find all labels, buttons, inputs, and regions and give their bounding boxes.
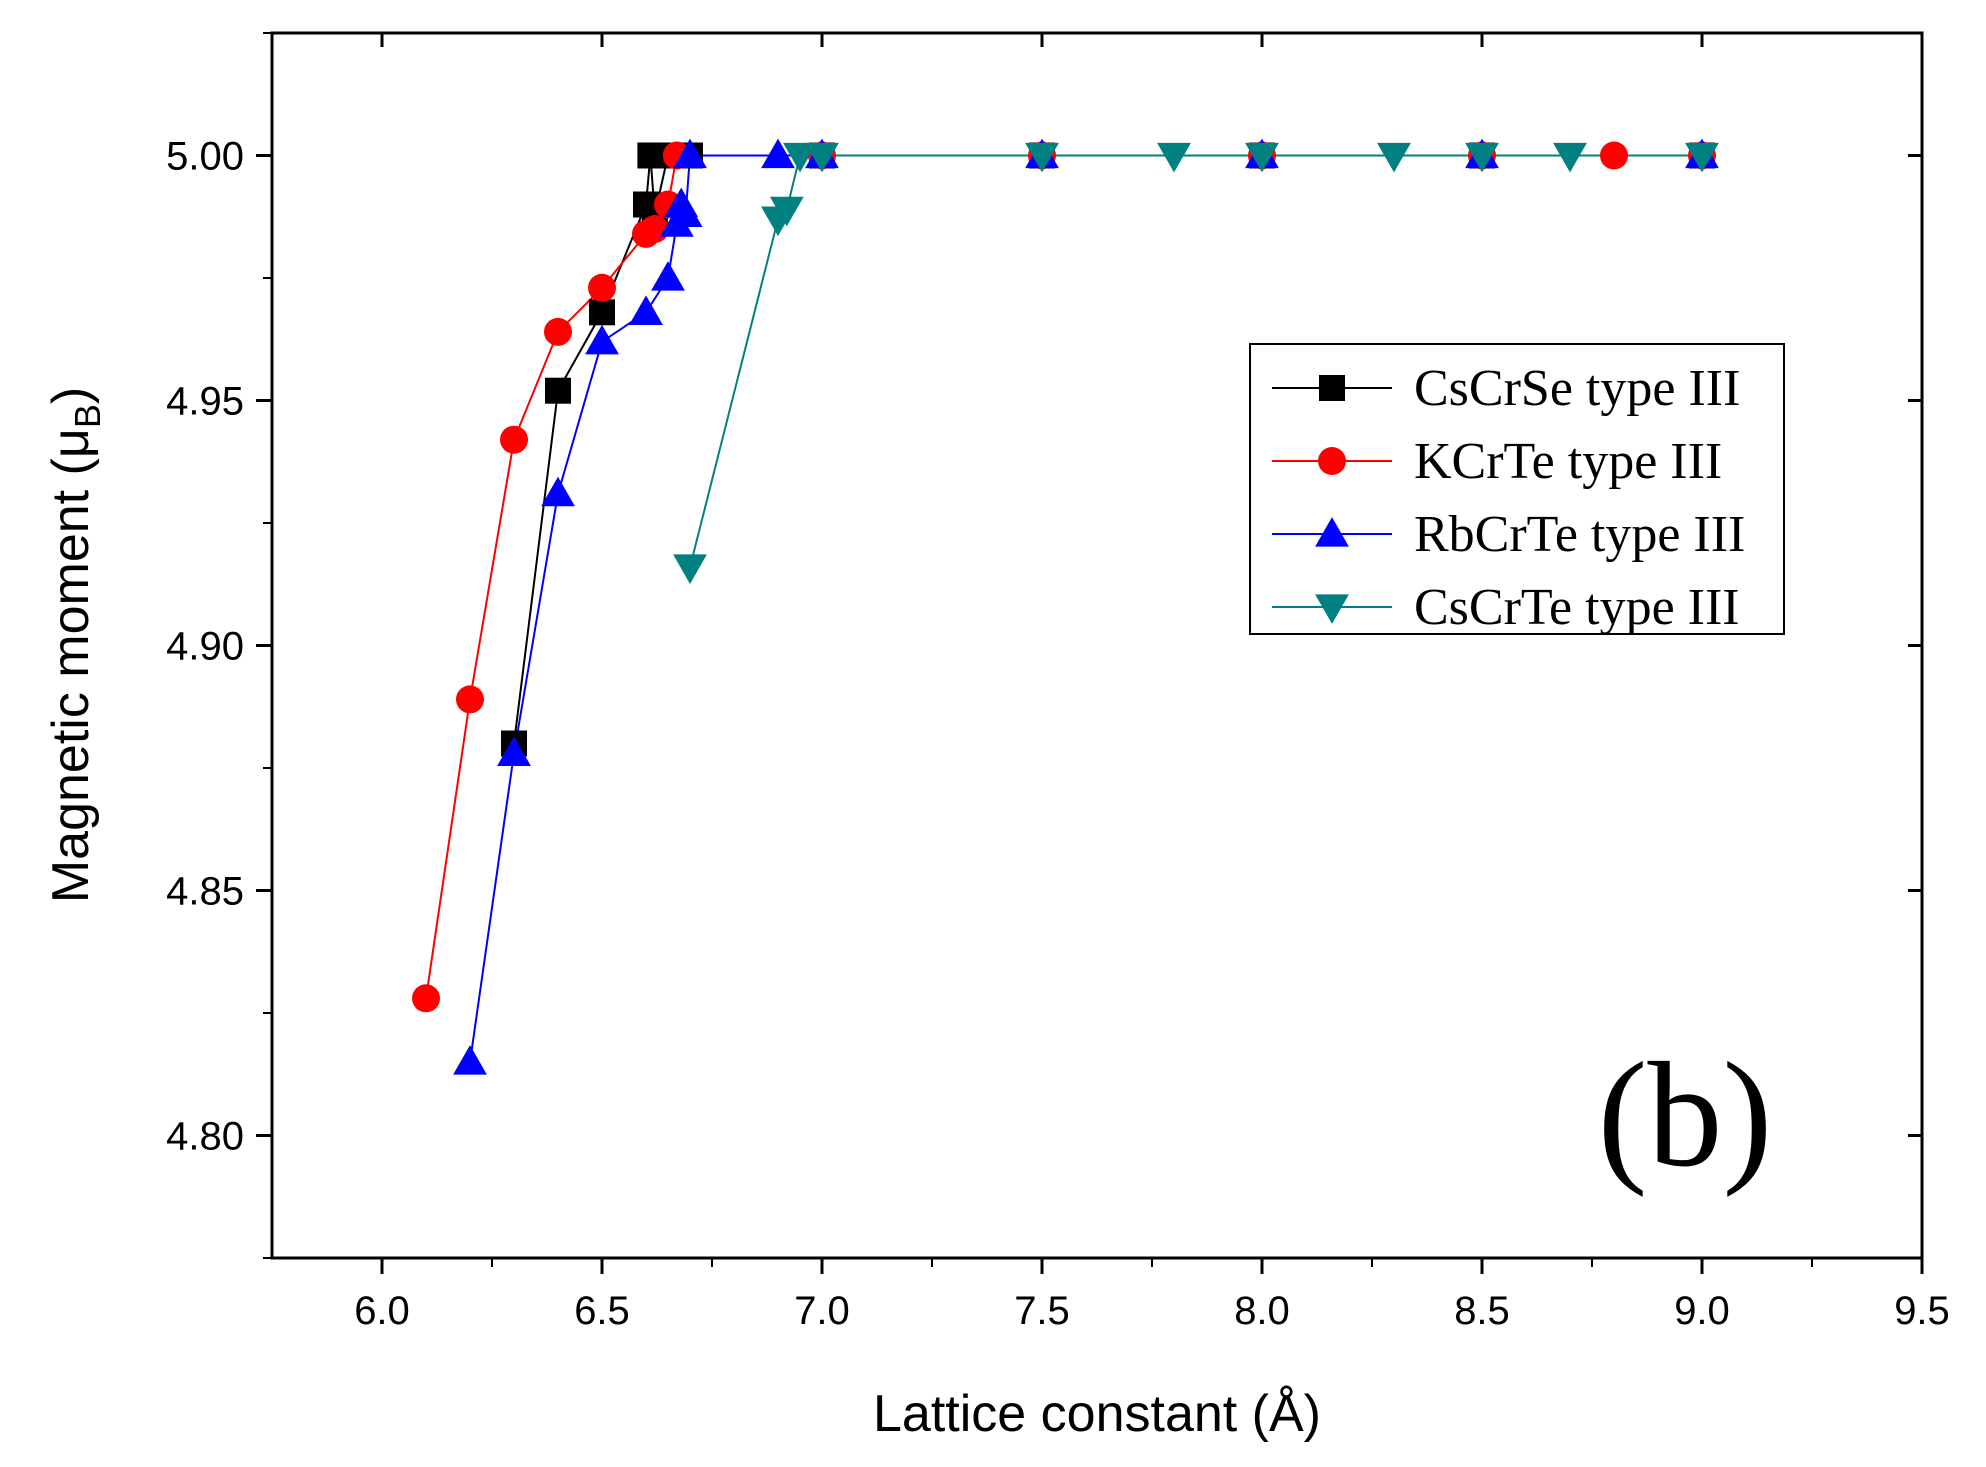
series-markers xyxy=(412,138,1719,1075)
data-point-cscrte-type-iii xyxy=(1025,142,1059,173)
y-tick-label: 4.85 xyxy=(166,870,244,914)
y-axis-title-sub: B xyxy=(67,404,108,428)
data-point-cscrte-type-iii xyxy=(769,196,804,227)
data-point-rbcrte-type-iii xyxy=(497,736,531,766)
data-point-rbcrte-type-iii xyxy=(585,324,619,355)
data-point-kcrte-type-iii xyxy=(544,317,572,346)
data-point-cscrte-type-iii xyxy=(805,142,839,173)
legend-item-rbcrte-type-iii: RbCrTe type III xyxy=(1272,506,1745,563)
panel-label: (b) xyxy=(1598,1032,1773,1198)
data-point-cscrte-type-iii xyxy=(783,142,817,173)
data-point-cscrte-type-iii xyxy=(673,554,707,584)
y-tick-label: 4.95 xyxy=(166,380,244,424)
data-point-cscrte-type-iii xyxy=(1685,142,1719,173)
y-axis-title-main: Magnetic moment (μ xyxy=(42,428,100,903)
y-axis-title: Magnetic moment (μB) xyxy=(42,387,108,903)
y-axis-title-close: ) xyxy=(42,387,100,404)
data-point-rbcrte-type-iii xyxy=(668,197,703,227)
y-axis: 4.80 4.85 4.90 4.95 5.00 xyxy=(166,32,1922,1259)
x-axis-title: Lattice constant (Å) xyxy=(873,1385,1321,1443)
legend-label: KCrTe type III xyxy=(1414,433,1722,490)
data-point-rbcrte-type-iii xyxy=(651,261,685,291)
data-point-rbcrte-type-iii xyxy=(541,476,575,507)
legend-marker xyxy=(1315,517,1349,547)
data-point-rbcrte-type-iii xyxy=(453,1045,487,1075)
x-tick-label: 7.0 xyxy=(794,1289,850,1333)
legend-marker xyxy=(1315,594,1349,624)
data-point-cscrte-type-iii xyxy=(1553,142,1587,173)
legend-marker xyxy=(1319,375,1345,401)
data-point-cscrse-type-iii xyxy=(545,377,571,404)
x-tick-label: 6.0 xyxy=(354,1289,410,1333)
x-axis: 6.0 6.5 7.0 7.5 8.0 8.5 9.0 9.5 xyxy=(354,33,1950,1333)
x-tick-label: 8.5 xyxy=(1454,1289,1510,1333)
data-point-kcrte-type-iii xyxy=(412,984,440,1013)
data-point-cscrse-type-iii xyxy=(589,299,615,326)
data-point-kcrte-type-iii xyxy=(500,425,528,454)
data-point-rbcrte-type-iii xyxy=(629,295,663,325)
data-point-kcrte-type-iii xyxy=(588,273,616,302)
data-point-cscrte-type-iii xyxy=(1245,142,1279,173)
legend-label: CsCrSe type III xyxy=(1414,360,1740,417)
y-tick-label: 4.80 xyxy=(166,1115,244,1159)
legend: CsCrSe type III KCrTe type III RbCrTe type… xyxy=(1249,343,1785,636)
legend-marker xyxy=(1318,447,1346,475)
x-tick-label: 9.5 xyxy=(1894,1289,1950,1333)
data-point-cscrte-type-iii xyxy=(1377,142,1411,173)
data-point-cscrte-type-iii xyxy=(1465,142,1499,173)
data-point-kcrte-type-iii xyxy=(1600,141,1628,170)
legend-label: RbCrTe type III xyxy=(1414,506,1745,563)
y-tick-label: 4.90 xyxy=(166,625,244,669)
data-point-cscrte-type-iii xyxy=(1157,142,1191,173)
legend-label: CsCrTe type III xyxy=(1414,579,1740,636)
x-tick-label: 7.5 xyxy=(1014,1289,1070,1333)
legend-item-cscrte-type-iii: CsCrTe type III xyxy=(1272,579,1740,636)
x-tick-label: 6.5 xyxy=(574,1289,630,1333)
data-point-rbcrte-type-iii xyxy=(761,138,795,169)
data-point-rbcrte-type-iii xyxy=(673,138,707,169)
data-point-kcrte-type-iii xyxy=(456,685,484,714)
x-tick-label: 8.0 xyxy=(1234,1289,1290,1333)
legend-item-kcrte-type-iii: KCrTe type III xyxy=(1272,433,1722,490)
legend-item-cscrse-type-iii: CsCrSe type III xyxy=(1272,360,1740,417)
x-tick-label: 9.0 xyxy=(1674,1289,1730,1333)
y-tick-label: 5.00 xyxy=(166,135,244,179)
